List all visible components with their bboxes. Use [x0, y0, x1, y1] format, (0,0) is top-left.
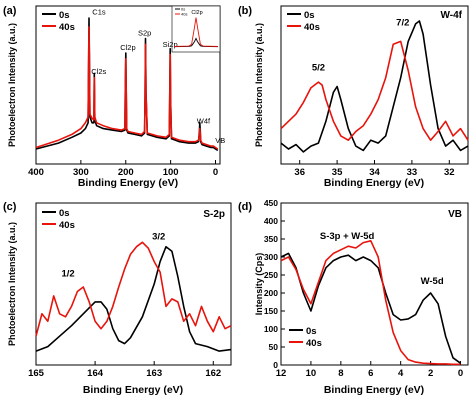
y-tick-label: 250 — [264, 270, 278, 280]
legend-label-0s: 0s — [59, 208, 70, 219]
annotation-label: Si2p — [163, 40, 178, 49]
annotation-label: W-5d — [421, 276, 444, 287]
legend-label-40s: 40s — [304, 22, 320, 33]
panel-d-label: (d) — [238, 201, 252, 213]
panel-b-xlabel: Binding Energy (eV) — [324, 177, 424, 189]
y-tick-label: 300 — [264, 252, 278, 262]
x-tick-label: 300 — [73, 167, 89, 178]
inset-series-line-0s — [173, 37, 219, 48]
panel-a-ylabel: Photoelectron Intensity (a.u.) — [7, 23, 17, 147]
panel-a-xlabel: Binding Energy (eV) — [78, 177, 178, 189]
x-tick-label: 0 — [213, 167, 218, 178]
y-tick-label: 350 — [264, 234, 278, 244]
panel-d-xlabel: Binding Energy (eV) — [324, 384, 424, 396]
annotation-label: 5/2 — [312, 62, 325, 73]
series-line-0s — [35, 245, 232, 352]
series-line-40s — [35, 241, 232, 337]
y-tick-label: 0 — [273, 360, 278, 370]
annotation-label: VB — [215, 136, 225, 145]
y-tick-label: 450 — [264, 198, 278, 208]
panel-c-xlabel: Binding Energy (eV) — [83, 384, 183, 396]
series-line-0s — [280, 252, 461, 364]
panel-d-plot: 12 10 8 6 4 2 0050100150200250300350400450S-3p… — [264, 198, 463, 379]
panel-b-title: W-4f — [441, 10, 463, 21]
x-tick-label: 36 — [294, 167, 305, 178]
y-tick-label: 400 — [264, 216, 278, 226]
panel-d-title: VB — [448, 209, 462, 220]
x-tick-label: 10 — [306, 368, 317, 379]
inset-series-line-40s — [173, 17, 219, 47]
x-tick-label: 163 — [146, 368, 162, 379]
x-tick-label: 100 — [163, 167, 179, 178]
annotation-label: S-3p + W-5d — [320, 231, 375, 242]
legend-label-40s: 40s — [59, 22, 75, 33]
legend-label-40s: 40s — [306, 338, 322, 349]
panel-c-ylabel: Photoelectron Intensity (a.u.) — [7, 222, 17, 346]
series-line-40s — [280, 40, 469, 141]
panel-c-title: S-2p — [203, 209, 225, 220]
panel-d: (d) VB Binding Energy (eV) Intensity (Cp… — [238, 201, 469, 396]
x-tick-label: 32 — [444, 167, 455, 178]
annotation-label: W4f — [197, 117, 211, 126]
x-tick-label: 200 — [118, 167, 134, 178]
panel-b-label: (b) — [238, 5, 252, 17]
panel-d-ylabel: Intensity (Cps) — [254, 253, 264, 316]
x-tick-label: 2 — [428, 368, 433, 379]
x-tick-label: 35 — [332, 167, 343, 178]
y-tick-label: 200 — [264, 288, 278, 298]
x-tick-label: 33 — [407, 167, 418, 178]
x-tick-label: 164 — [87, 368, 104, 379]
annotation-label: Cl2s — [91, 67, 106, 76]
annotation-label: 7/2 — [396, 17, 409, 28]
x-tick-label: 8 — [338, 368, 343, 379]
panel-b: (b) W-4f Binding Energy (eV) Photoelectr… — [238, 5, 469, 189]
series-line-40s — [280, 240, 461, 366]
annotation-label: Cl2p — [120, 43, 135, 52]
annotation-label: S2p — [138, 28, 151, 37]
y-tick-label: 100 — [264, 324, 278, 334]
x-tick-label: 34 — [369, 167, 380, 178]
panel-d-plot-frame — [280, 202, 469, 366]
x-tick-label: 4 — [398, 368, 404, 379]
panel-c-label: (c) — [3, 201, 17, 213]
x-tick-label: 165 — [28, 368, 45, 379]
x-tick-label: 162 — [205, 368, 221, 379]
series-line-0s — [280, 20, 469, 153]
panel-a-inset-label: Cl2p — [191, 10, 202, 16]
x-tick-label: 6 — [368, 368, 373, 379]
legend-label-0s: 0s — [59, 10, 70, 21]
legend-label-0s: 0s — [304, 10, 315, 21]
panel-b-ylabel: Photoelectron Intensity (a.u.) — [254, 23, 264, 147]
panel-a-plot-frame — [35, 5, 221, 165]
panel-c: (c) S-2p Binding Energy (eV) Photoelectr… — [3, 201, 232, 396]
panel-c-plot-frame — [35, 202, 232, 366]
annotation-label: 1/2 — [61, 269, 74, 280]
annotation-label: C1s — [92, 8, 106, 17]
panel-a-plot: 400 300 200 100 0C1sCl2sCl2pS2pSi2pW4fVB0s40… — [28, 7, 225, 178]
x-tick-label: 400 — [28, 167, 44, 178]
panel-a-label: (a) — [3, 5, 17, 17]
legend-label-40s: 40s — [59, 220, 75, 231]
x-tick-label: 0 — [458, 368, 463, 379]
annotation-label: 3/2 — [152, 231, 165, 242]
inset-legend-label-0s: 0s — [181, 7, 185, 12]
series-line-40s — [35, 26, 219, 150]
y-tick-label: 50 — [269, 342, 279, 352]
y-tick-label: 150 — [264, 306, 278, 316]
inset-legend-label-40s: 40s — [181, 12, 187, 17]
legend-label-0s: 0s — [306, 326, 317, 337]
x-tick-label: 12 — [276, 368, 287, 379]
